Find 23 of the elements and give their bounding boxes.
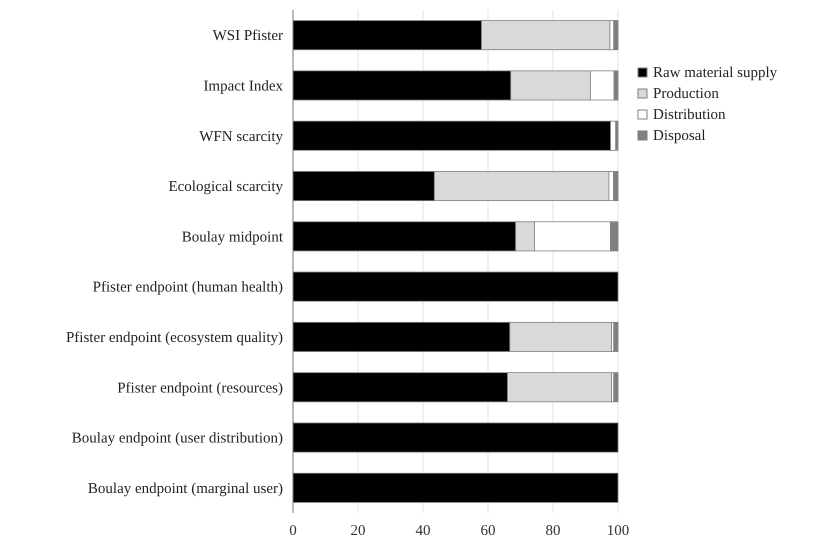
legend-label: Disposal — [653, 128, 706, 144]
bar — [613, 20, 618, 50]
bar — [613, 322, 618, 352]
x-tick-label: 20 — [350, 523, 366, 539]
legend-label: Production — [653, 86, 720, 102]
y-tick-label: Impact Index — [203, 78, 284, 94]
legend-label: Raw material supply — [653, 65, 778, 81]
y-tick-label: Pfister endpoint (human health) — [92, 280, 283, 296]
legend-label: Distribution — [653, 107, 726, 123]
x-tick-label: 40 — [416, 523, 430, 539]
y-tick-label: Ecological scarcity — [168, 179, 284, 196]
y-tick-label: Boulay endpoint (user distribution) — [72, 430, 283, 447]
y-tick-label: Pfister endpoint (ecosystem quality) — [66, 330, 283, 346]
x-tick-label: 0 — [289, 523, 297, 539]
x-tick-label: 100 — [606, 523, 630, 539]
y-tick-label: WSI Pfister — [212, 28, 283, 44]
bar — [613, 372, 618, 402]
y-tick-label: Boulay midpoint — [182, 229, 284, 246]
x-tick-label: 60 — [480, 523, 496, 539]
y-tick-label: Boulay endpoint (marginal user) — [88, 480, 283, 497]
x-tick-label: 80 — [546, 523, 560, 539]
y-tick-label: WFN scarcity — [199, 128, 284, 145]
y-tick-label: Pfister endpoint (resources) — [117, 380, 283, 396]
